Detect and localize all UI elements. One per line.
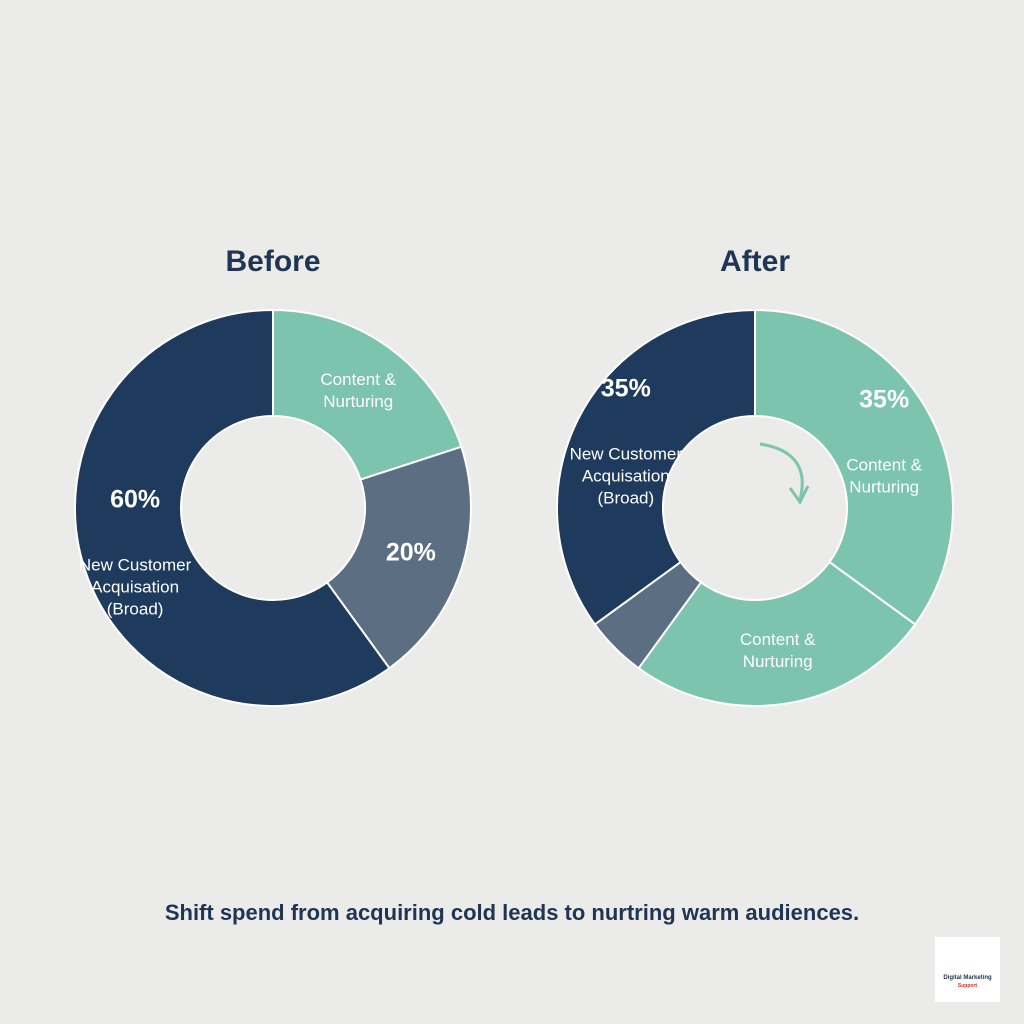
segment-label: 35% Content & Nurturing bbox=[819, 386, 949, 499]
caption: Shift spend from acquiring cold leads to… bbox=[164, 900, 860, 925]
category-label: New Customer Acquisation (Broad) bbox=[569, 444, 682, 508]
value-label: 20% bbox=[385, 538, 436, 567]
segment-label: Content & Nurturing bbox=[713, 629, 843, 673]
shift-arrow bbox=[759, 442, 804, 501]
value-label: 60% bbox=[110, 485, 161, 514]
donut-segment bbox=[637, 560, 917, 707]
donut-segment bbox=[272, 308, 463, 481]
segment-label: 60% New Customer Acquisation (Broad) bbox=[70, 485, 200, 620]
chart-title: Before bbox=[225, 245, 321, 278]
logo: Digital Marketing Support bbox=[935, 937, 1000, 1002]
category-label: New Customer Acquisation (Broad) bbox=[78, 555, 192, 619]
category-label: Content & Nurturing bbox=[739, 630, 816, 672]
category-label: Content & Nurturing bbox=[320, 369, 397, 411]
logo-text: Support bbox=[957, 983, 978, 989]
donut-segment bbox=[74, 308, 391, 707]
segment-label: 35% New Customer Acquisation (Broad) bbox=[561, 375, 691, 510]
logo-text: Digital Marketing bbox=[943, 975, 992, 981]
category-label: Content & Nurturing bbox=[846, 455, 922, 497]
value-label: 35% bbox=[859, 385, 910, 414]
chart-title: After bbox=[719, 245, 791, 278]
segment-label: Content & Nurturing bbox=[293, 369, 423, 413]
donut-segment bbox=[754, 308, 954, 626]
shift-arrowhead bbox=[788, 485, 810, 505]
donut-segment bbox=[556, 308, 756, 626]
donut-segment bbox=[325, 445, 472, 670]
value-label: 35% bbox=[600, 374, 651, 403]
segment-label: 20% bbox=[346, 538, 476, 567]
donuts bbox=[74, 308, 954, 707]
